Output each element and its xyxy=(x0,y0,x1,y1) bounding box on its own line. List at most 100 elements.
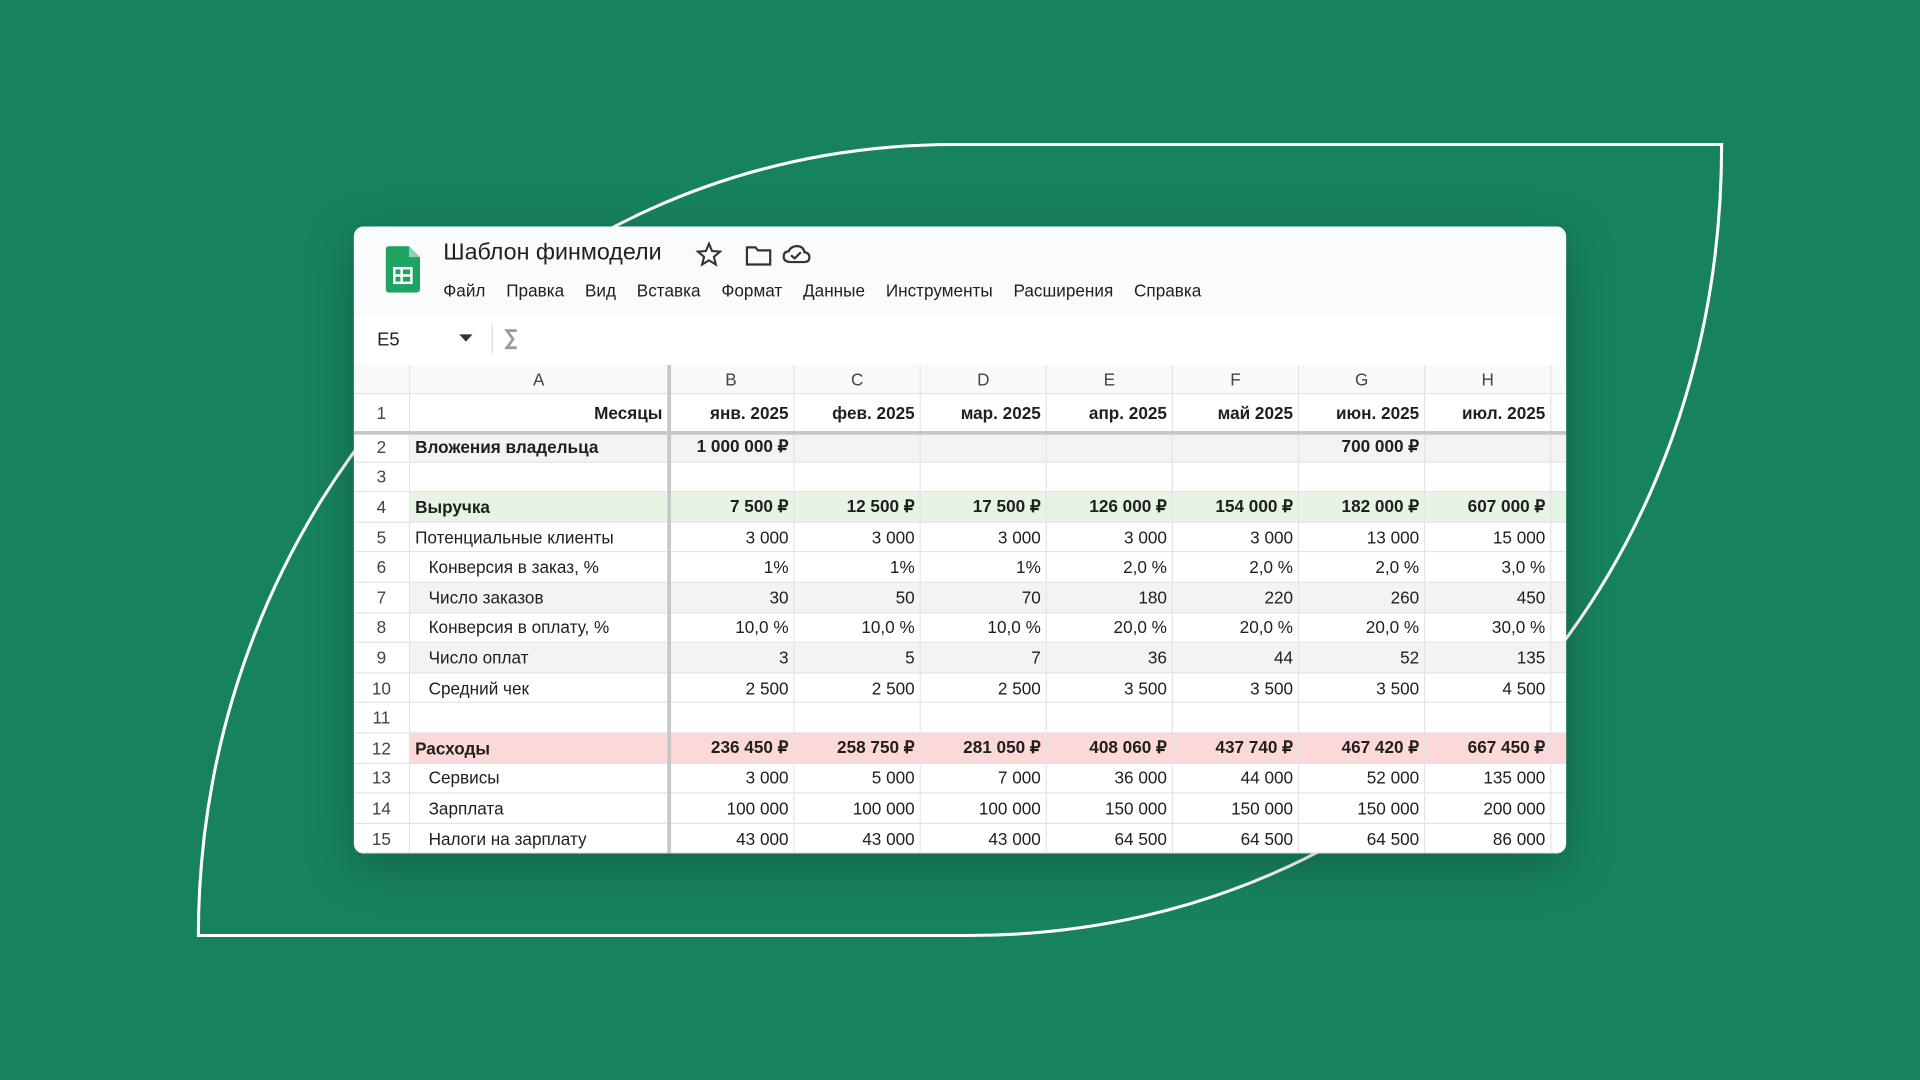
cell[interactable]: 607 000 ₽ xyxy=(1425,492,1552,523)
cell[interactable]: 236 450 ₽ xyxy=(668,733,795,764)
cell[interactable]: 220 xyxy=(1173,582,1300,613)
doc-title[interactable]: Шаблон финмодели xyxy=(443,240,662,266)
cell[interactable]: Средний чек xyxy=(410,673,669,704)
cell[interactable] xyxy=(1173,432,1300,463)
cell[interactable] xyxy=(1425,703,1552,734)
cell[interactable] xyxy=(920,703,1047,734)
cell[interactable]: 52 000 xyxy=(1299,763,1426,794)
cell[interactable]: 10,0 % xyxy=(920,612,1047,644)
column-header[interactable]: G xyxy=(1299,364,1426,395)
cell[interactable] xyxy=(794,462,921,493)
column-header[interactable]: E xyxy=(1046,364,1174,395)
cell[interactable] xyxy=(794,703,921,734)
cell[interactable]: мар. 2025 xyxy=(920,394,1047,433)
cell[interactable]: 70 xyxy=(920,582,1047,613)
cell[interactable]: июн. 2025 xyxy=(1299,394,1426,433)
cell[interactable]: 450 xyxy=(1425,582,1552,613)
cell[interactable]: фев. 2025 xyxy=(794,394,921,433)
cell[interactable]: Расходы xyxy=(410,733,669,764)
cell[interactable] xyxy=(1046,703,1174,734)
cell[interactable]: 13 000 xyxy=(1299,522,1426,553)
cell[interactable] xyxy=(1425,462,1552,493)
cell[interactable]: 64 500 xyxy=(1173,823,1300,854)
cell[interactable] xyxy=(1425,432,1552,463)
column-header[interactable]: H xyxy=(1425,364,1552,395)
cell[interactable]: 200 000 xyxy=(1425,793,1552,824)
row-number[interactable]: 14 xyxy=(353,793,411,824)
row-number[interactable]: 11 xyxy=(353,703,411,734)
cell[interactable]: 43 000 xyxy=(920,823,1047,854)
cell[interactable]: 3 500 xyxy=(1046,673,1174,704)
cell[interactable]: 10,0 % xyxy=(668,612,795,644)
cell[interactable]: 180 xyxy=(1046,582,1174,613)
cell[interactable]: 20,0 % xyxy=(1173,612,1300,644)
sheets-icon[interactable] xyxy=(385,246,421,293)
cell[interactable]: 2 500 xyxy=(668,673,795,704)
cell[interactable]: Потенциальные клиенты xyxy=(410,522,669,553)
cell[interactable] xyxy=(1299,703,1426,734)
cell[interactable]: 36 000 xyxy=(1046,763,1174,794)
cell[interactable]: 4 500 xyxy=(1425,673,1552,704)
cell[interactable] xyxy=(794,432,921,463)
cell[interactable]: 150 000 xyxy=(1299,793,1426,824)
cell[interactable]: 3 xyxy=(668,643,795,674)
cell[interactable]: 15 000 xyxy=(1425,522,1552,553)
cell[interactable]: 281 050 ₽ xyxy=(920,733,1047,764)
cell[interactable] xyxy=(920,432,1047,463)
menu-item[interactable]: Данные xyxy=(803,280,866,301)
menu-item[interactable]: Справка xyxy=(1134,280,1202,301)
cell[interactable]: 3 000 xyxy=(1173,522,1300,553)
menu-item[interactable]: Формат xyxy=(721,280,783,301)
cell[interactable] xyxy=(1173,703,1300,734)
cell[interactable]: 50 xyxy=(794,582,921,613)
cell[interactable]: 44 000 xyxy=(1173,763,1300,794)
cell[interactable]: 408 060 ₽ xyxy=(1046,733,1174,764)
row-number[interactable]: 7 xyxy=(353,582,411,613)
cell[interactable]: Налоги на зарплату xyxy=(410,823,669,854)
cell-reference[interactable]: E5 xyxy=(377,329,400,351)
cell[interactable] xyxy=(1299,462,1426,493)
cell[interactable]: 7 500 ₽ xyxy=(668,492,795,523)
menu-item[interactable]: Расширения xyxy=(1013,280,1114,301)
cell[interactable]: 3 000 xyxy=(668,763,795,794)
cell[interactable]: 44 xyxy=(1173,643,1300,674)
cell[interactable]: 1 000 000 ₽ xyxy=(668,432,795,463)
menu-item[interactable]: Инструменты xyxy=(885,280,993,301)
cell[interactable]: 135 000 xyxy=(1425,763,1552,794)
cell[interactable]: 52 xyxy=(1299,643,1426,674)
cell[interactable]: 258 750 ₽ xyxy=(794,733,921,764)
cell[interactable]: 3 500 xyxy=(1299,673,1426,704)
row-number[interactable]: 12 xyxy=(353,733,411,764)
cell[interactable]: 1% xyxy=(794,552,921,583)
cell[interactable]: 7 000 xyxy=(920,763,1047,794)
cell[interactable]: 20,0 % xyxy=(1299,612,1426,644)
cell[interactable]: 260 xyxy=(1299,582,1426,613)
cell[interactable]: 3 000 xyxy=(1046,522,1174,553)
cell[interactable]: Конверсия в заказ, % xyxy=(410,552,669,583)
menu-item[interactable]: Вставка xyxy=(636,280,701,301)
cell[interactable]: 86 000 xyxy=(1425,823,1552,854)
cell[interactable]: 30,0 % xyxy=(1425,612,1552,644)
cell[interactable]: июл. 2025 xyxy=(1425,394,1552,433)
cell[interactable]: Зарплата xyxy=(410,793,669,824)
menu-item[interactable]: Вид xyxy=(584,280,616,301)
cell[interactable]: 3 500 xyxy=(1173,673,1300,704)
row-number[interactable]: 2 xyxy=(353,432,411,463)
cell[interactable]: 126 000 ₽ xyxy=(1046,492,1174,523)
row-number[interactable]: 9 xyxy=(353,643,411,674)
column-header[interactable]: C xyxy=(794,364,921,395)
cell[interactable]: Конверсия в оплату, % xyxy=(410,612,669,644)
cell[interactable]: 7 xyxy=(920,643,1047,674)
cell[interactable]: 10,0 % xyxy=(794,612,921,644)
cell[interactable]: 36 xyxy=(1046,643,1174,674)
cell[interactable]: Выручка xyxy=(410,492,669,523)
cell[interactable]: 64 500 xyxy=(1299,823,1426,854)
row-number[interactable]: 1 xyxy=(353,394,411,433)
column-header[interactable]: B xyxy=(668,364,795,395)
cell[interactable]: 2,0 % xyxy=(1299,552,1426,583)
menu-item[interactable]: Правка xyxy=(506,280,565,301)
cell[interactable]: 100 000 xyxy=(794,793,921,824)
cell[interactable]: Сервисы xyxy=(410,763,669,794)
row-number[interactable]: 10 xyxy=(353,673,411,704)
cell[interactable]: 20,0 % xyxy=(1046,612,1174,644)
